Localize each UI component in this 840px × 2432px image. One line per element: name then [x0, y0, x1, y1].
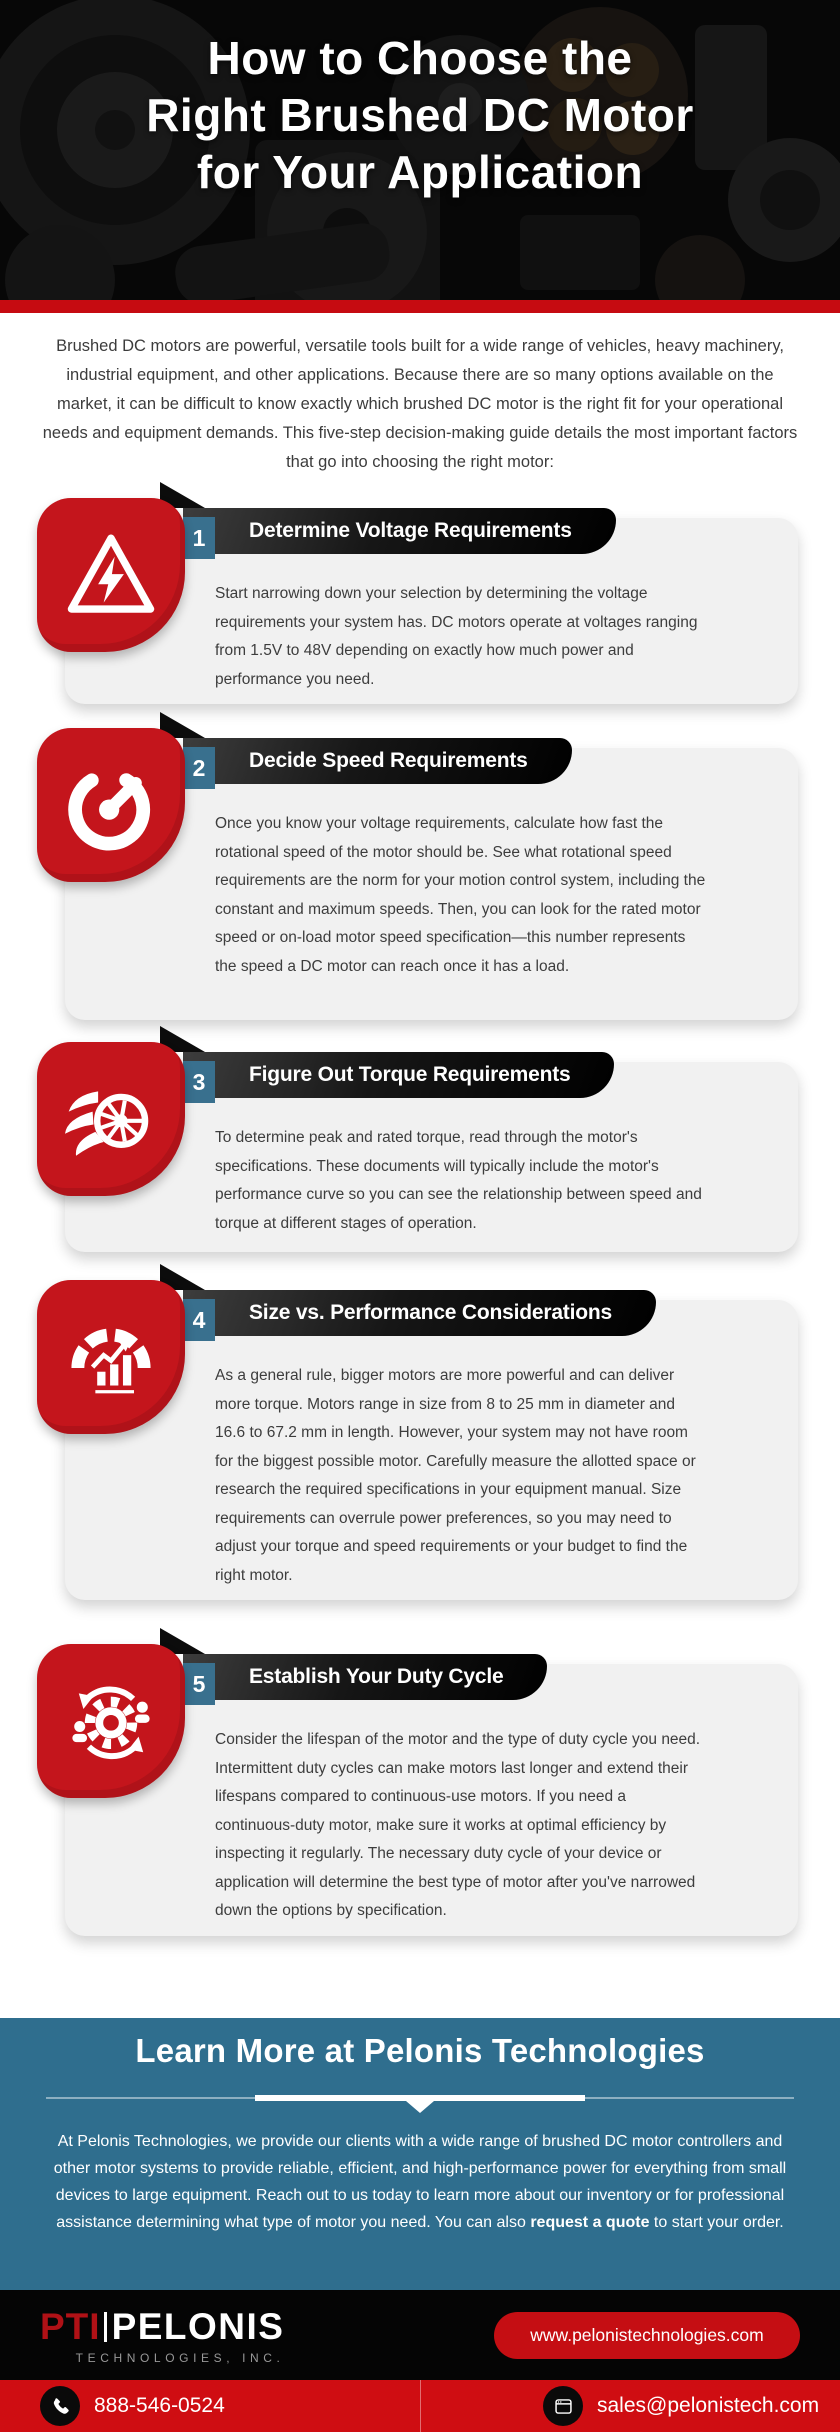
learn-more-paragraph: At Pelonis Technologies, we provide our …: [38, 2128, 802, 2236]
red-divider-bar: [0, 300, 840, 313]
page-title-line-1: How to Choose the: [207, 32, 633, 84]
phone-number: 888-546-0524: [94, 2394, 225, 2417]
step-2-number-badge: 2: [183, 747, 215, 789]
email-contact[interactable]: sales@pelonistech.com: [420, 2380, 840, 2432]
step-card-3: Figure Out Torque Requirements 3 To dete…: [37, 1026, 798, 1252]
email-icon: [554, 2398, 572, 2414]
step-3-number-badge: 3: [183, 1061, 215, 1103]
speedometer-icon: [68, 768, 151, 851]
step-3-body: To determine peak and rated torque, read…: [215, 1129, 702, 1232]
step-5-title-row: Establish Your Duty Cycle 5: [183, 1654, 548, 1710]
turbo-fan-icon: [65, 1091, 149, 1156]
step-5-body: Consider the lifespan of the motor and t…: [215, 1731, 701, 1919]
step-3-title: Figure Out Torque Requirements: [183, 1052, 615, 1098]
high-voltage-icon: [67, 534, 155, 613]
step-5-title: Establish Your Duty Cycle: [183, 1654, 548, 1700]
step-2-title-row: Decide Speed Requirements 2: [183, 738, 572, 794]
learn-more-title: Learn More at Pelonis Technologies: [135, 2032, 705, 2069]
step-card-2: Decide Speed Requirements 2 Once you kno…: [37, 712, 798, 1020]
step-1-title: Determine Voltage Requirements: [183, 508, 616, 554]
step-card-5: Establish Your Duty Cycle 5 Consider the…: [37, 1628, 798, 1936]
page-title-line-3: for Your Application: [196, 146, 644, 198]
footer: PTI PELONIS TECHNOLOGIES, INC. www.pelon…: [0, 2290, 840, 2380]
logo-wordmark: PTI PELONIS: [40, 2306, 284, 2348]
step-4-icon-tile: [37, 1280, 185, 1434]
step-4-title: Size vs. Performance Considerations: [183, 1290, 656, 1336]
contact-bar: 888-546-0524 sales@pelonistech.com: [0, 2380, 840, 2432]
page-title: How to Choose the Right Brushed DC Motor…: [0, 30, 840, 201]
step-1-body: Start narrowing down your selection by d…: [215, 585, 698, 688]
phone-contact[interactable]: 888-546-0524: [0, 2380, 420, 2432]
step-1-icon-tile: [37, 498, 185, 652]
step-2-body: Once you know your voltage requirements,…: [215, 815, 706, 975]
divider-thick-line: [255, 2095, 585, 2101]
logo-subtitle: TECHNOLOGIES, INC.: [75, 2350, 285, 2365]
duty-cycle-icon: [72, 1686, 150, 1760]
page-title-line-2: Right Brushed DC Motor: [146, 89, 694, 141]
step-2-title: Decide Speed Requirements: [183, 738, 572, 784]
step-2-icon-tile: [37, 728, 185, 882]
learn-more-text-before: At Pelonis Technologies, we provide our …: [53, 2133, 787, 2231]
learn-more-divider: [0, 2090, 840, 2113]
learn-more-section: Learn More at Pelonis Technologies At Pe…: [0, 2018, 840, 2290]
divider-down-triangle: [406, 2101, 434, 2113]
logo-pti-text: PTI: [40, 2305, 101, 2347]
step-1-title-row: Determine Voltage Requirements 1: [183, 508, 616, 564]
size-performance-gauge-icon: [71, 1328, 151, 1394]
step-3-icon-tile: [37, 1042, 185, 1196]
step-5-number-badge: 5: [183, 1663, 215, 1705]
email-address: sales@pelonistech.com: [597, 2394, 820, 2417]
pelonis-logo: PTI PELONIS TECHNOLOGIES, INC.: [40, 2306, 284, 2365]
step-4-number-badge: 4: [183, 1299, 215, 1341]
step-1-number-badge: 1: [183, 517, 215, 559]
step-4-title-row: Size vs. Performance Considerations 4: [183, 1290, 656, 1346]
header-banner: How to Choose the Right Brushed DC Motor…: [0, 0, 840, 300]
step-4-body: As a general rule, bigger motors are mor…: [215, 1367, 696, 1584]
motor-collage-image: [0, 0, 840, 300]
step-5-icon-tile: [37, 1644, 185, 1798]
website-button[interactable]: www.pelonistechnologies.com: [494, 2311, 800, 2359]
learn-more-text-after: to start your order.: [649, 2214, 784, 2231]
phone-icon-circle: [40, 2386, 80, 2426]
logo-divider-bar: [103, 2311, 107, 2342]
step-card-1: Determine Voltage Requirements 1 Start n…: [37, 482, 798, 704]
phone-icon: [53, 2397, 69, 2414]
intro-paragraph: Brushed DC motors are powerful, versatil…: [42, 337, 798, 471]
logo-pelonis-text: PELONIS: [111, 2305, 285, 2347]
step-3-title-row: Figure Out Torque Requirements 3: [183, 1052, 615, 1108]
step-card-4: Size vs. Performance Considerations 4 As…: [37, 1264, 798, 1600]
request-a-quote-link[interactable]: request a quote: [530, 2214, 650, 2231]
email-icon-circle: [543, 2386, 583, 2426]
